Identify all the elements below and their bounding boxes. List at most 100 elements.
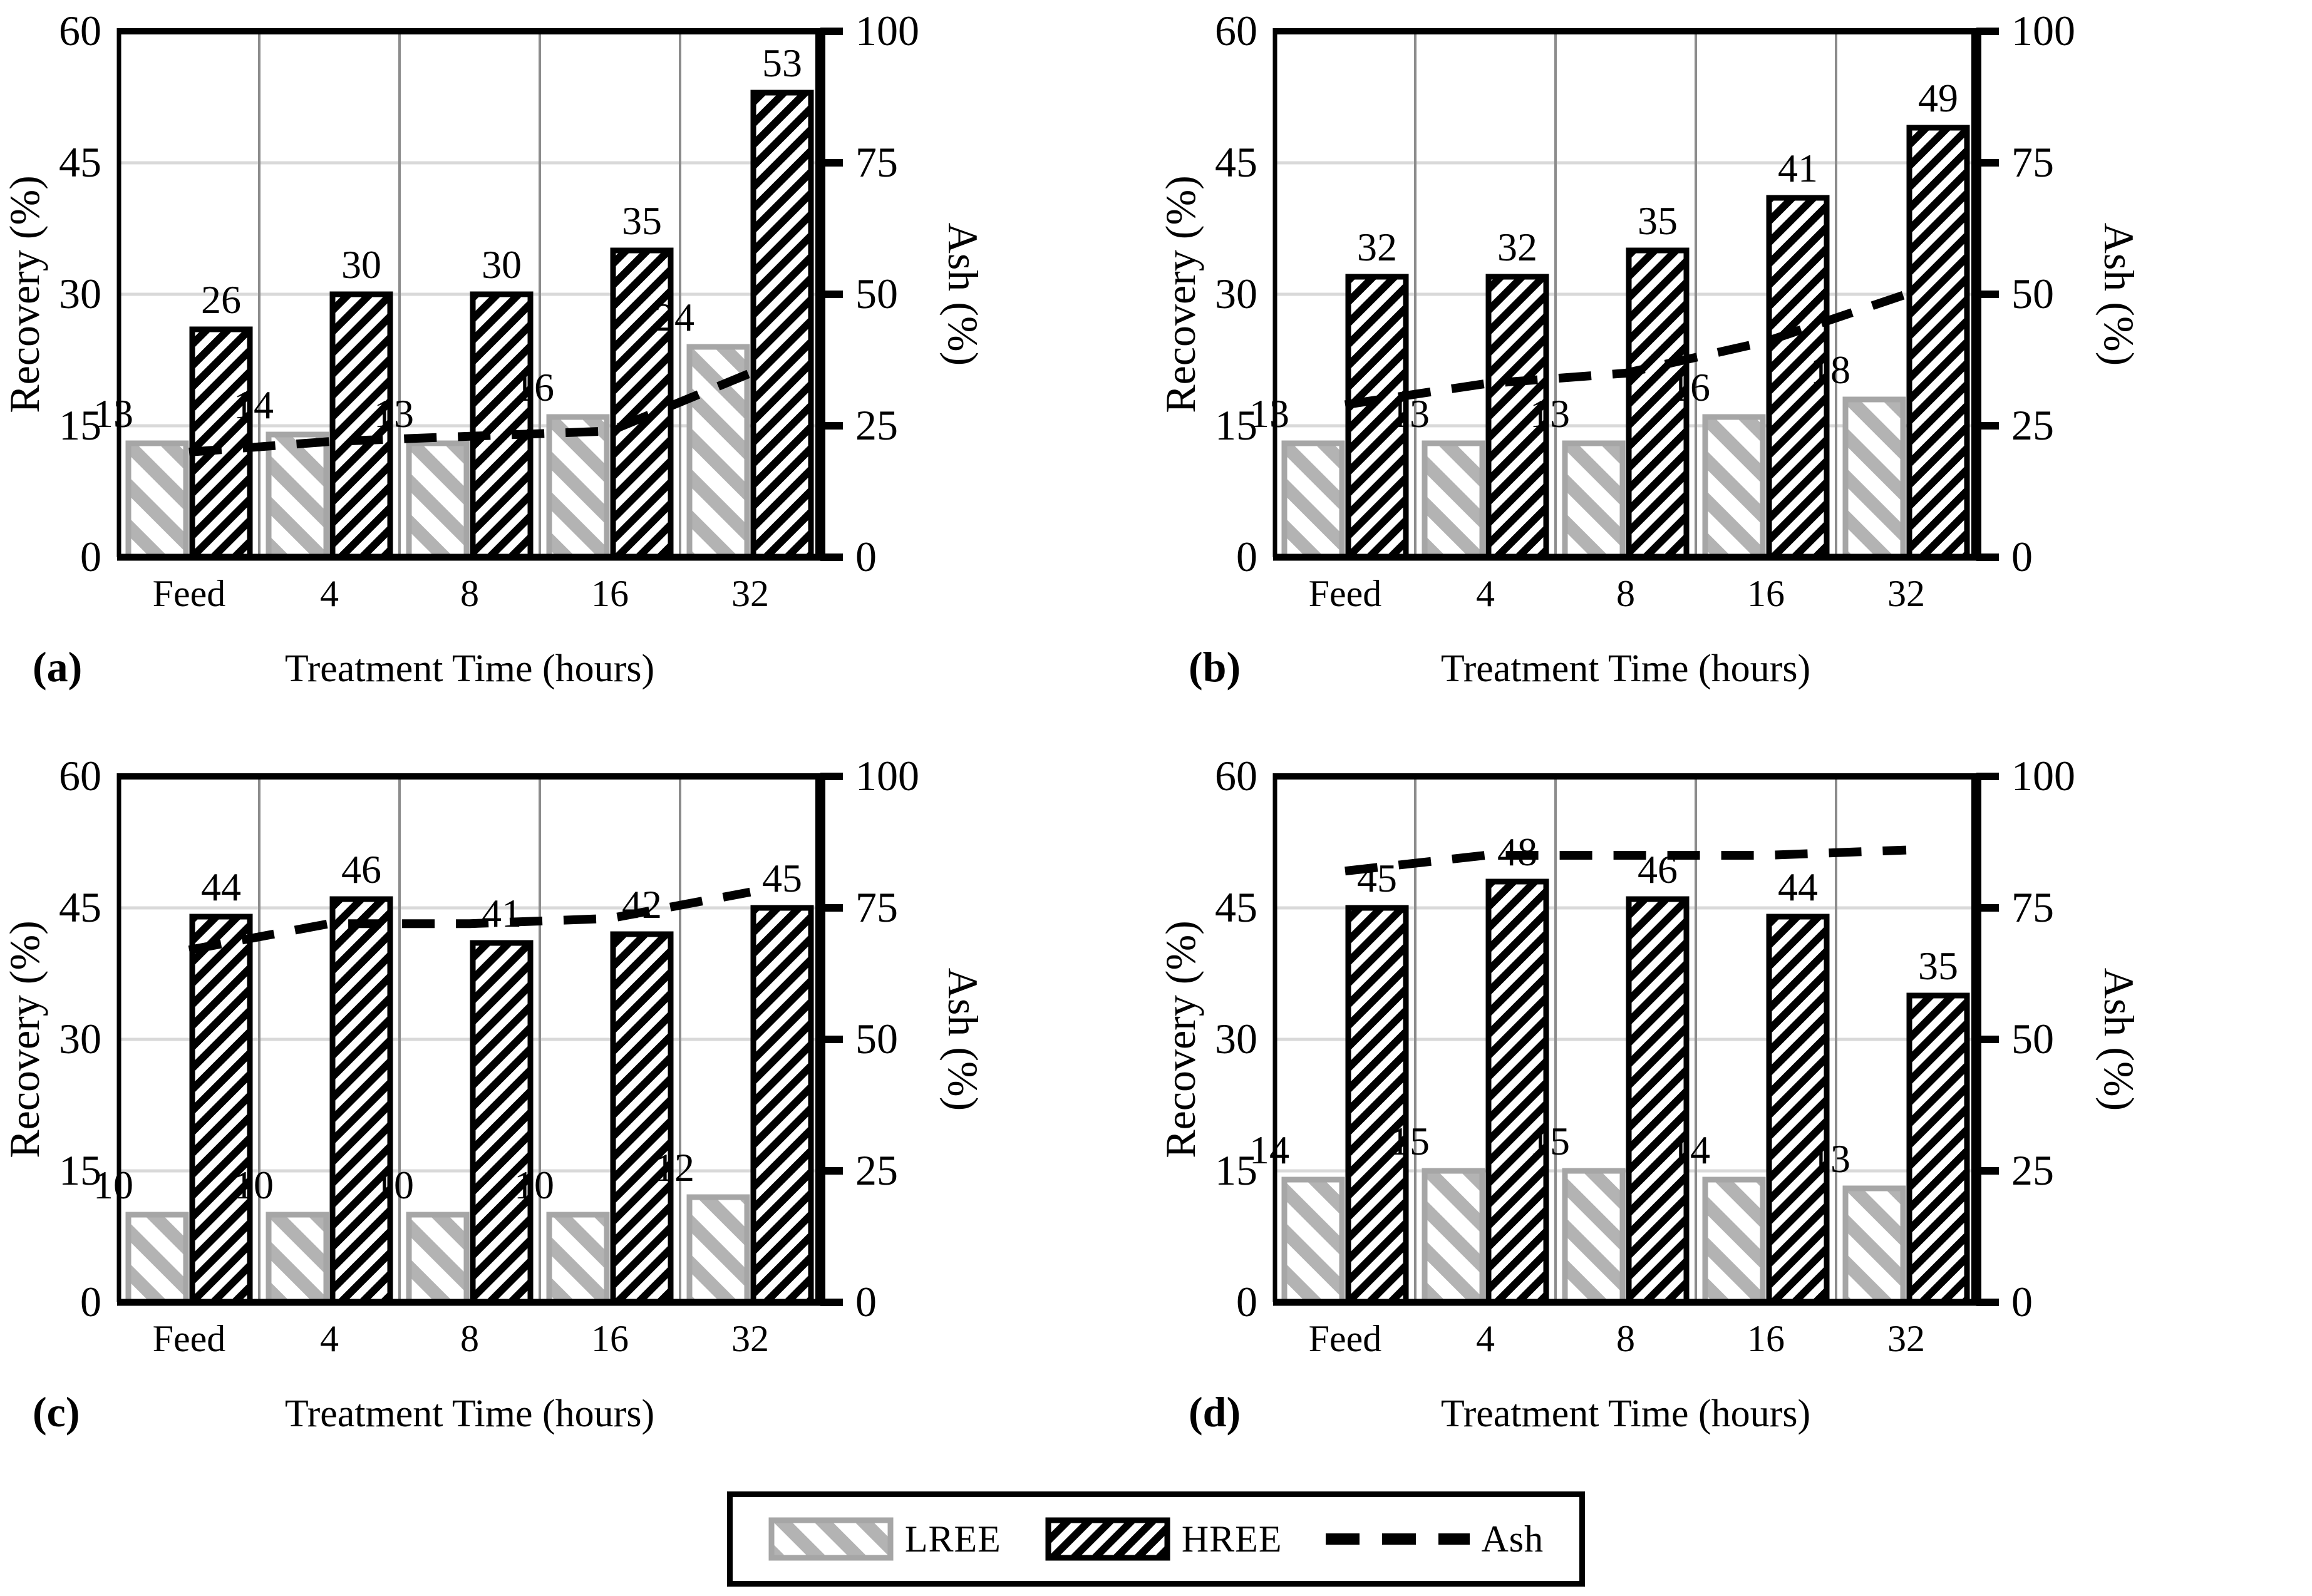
bar-label-hree-16: 44 xyxy=(1778,865,1818,909)
right-tick-label: 75 xyxy=(855,138,898,186)
chart-panel-b: 13 32 13 32 13 35 16 41 18 49 0 15 30 45 60 0 25 50 75 100 F… xyxy=(1156,0,2312,745)
x-category-label-8: 8 xyxy=(1616,573,1635,614)
bar-hree-32 xyxy=(750,90,814,560)
bar-label-hree-Feed: 44 xyxy=(201,865,241,909)
bar-hree-4 xyxy=(1485,878,1549,1305)
bar-label-lree-4: 14 xyxy=(234,383,274,427)
bar-label-lree-32: 13 xyxy=(1810,1136,1850,1181)
ash-line xyxy=(1344,845,1907,876)
y-axis-left-title: Recovery (%) xyxy=(1157,920,1204,1158)
x-category-label-16: 16 xyxy=(591,573,629,614)
x-axis-title: Treatment Time (hours) xyxy=(285,1393,654,1435)
left-tick-label: 60 xyxy=(1215,752,1257,800)
bar-lree-16 xyxy=(546,1212,610,1305)
right-tick-label: 100 xyxy=(2011,7,2075,54)
chart-panel-d: 14 45 15 48 15 46 14 44 13 35 0 15 30 45 60 0 25 50 75 100 F… xyxy=(1156,745,2312,1490)
x-category-label-32: 32 xyxy=(1887,1318,1925,1359)
bar-hree-8 xyxy=(470,291,534,560)
x-category-label-8: 8 xyxy=(1616,1318,1635,1359)
left-tick-label: 45 xyxy=(59,138,101,186)
bar-label-hree-4: 32 xyxy=(1497,225,1537,269)
bar-lree-Feed xyxy=(125,1212,189,1305)
right-tick-label: 0 xyxy=(855,1278,877,1326)
bar-label-lree-32: 24 xyxy=(654,295,694,339)
x-category-label-32: 32 xyxy=(731,573,769,614)
right-tick-label: 75 xyxy=(2011,138,2054,186)
x-category-label-32: 32 xyxy=(731,1318,769,1359)
bar-lree-32 xyxy=(686,1194,750,1305)
bar-lree-4 xyxy=(1422,1168,1485,1305)
bar-hree-8 xyxy=(470,940,534,1305)
bar-lree-4 xyxy=(1422,440,1485,560)
bar-hree-Feed xyxy=(1345,905,1409,1305)
y-axis-right-title: Ash (%) xyxy=(2095,223,2143,366)
bar-lree-Feed xyxy=(125,440,189,560)
right-tick-label: 50 xyxy=(2011,1015,2054,1063)
bar-label-lree-Feed: 10 xyxy=(93,1163,133,1207)
legend-item-ash: Ash xyxy=(1326,1518,1544,1561)
bar-label-hree-Feed: 45 xyxy=(1357,856,1397,900)
bar-hree-4 xyxy=(329,291,393,560)
x-category-label-16: 16 xyxy=(1747,573,1785,614)
hree-hatch-swatch xyxy=(1045,1517,1170,1561)
bar-hree-Feed xyxy=(189,326,253,560)
x-category-label-16: 16 xyxy=(1747,1318,1785,1359)
legend-label-hree: HREE xyxy=(1181,1518,1282,1560)
bar-label-hree-8: 30 xyxy=(482,242,522,287)
right-tick-label: 0 xyxy=(855,533,877,580)
x-axis-title: Treatment Time (hours) xyxy=(1441,647,1810,690)
bar-label-lree-4: 15 xyxy=(1390,1119,1430,1163)
bar-hree-16 xyxy=(610,931,674,1305)
legend-item-hree: HREE xyxy=(1045,1517,1282,1561)
x-category-label-4: 4 xyxy=(320,1318,339,1359)
bar-label-hree-16: 42 xyxy=(622,882,662,927)
bar-hree-16 xyxy=(1766,914,1830,1305)
bar-hree-4 xyxy=(329,896,393,1305)
left-tick-label: 30 xyxy=(1215,1015,1257,1063)
bar-lree-Feed xyxy=(1281,1176,1345,1305)
bar-label-lree-16: 14 xyxy=(1670,1128,1710,1172)
x-category-label-Feed: Feed xyxy=(153,1318,226,1359)
bar-label-hree-16: 35 xyxy=(622,198,662,243)
bar-label-hree-8: 41 xyxy=(482,891,522,935)
bar-label-lree-16: 16 xyxy=(1670,365,1710,409)
panel-tag: (c) xyxy=(33,1388,80,1436)
chart-panel-c: 10 44 10 46 10 41 10 42 12 45 0 15 30 45 60 0 25 50 75 100 F… xyxy=(0,745,1156,1490)
left-tick-label: 0 xyxy=(80,533,101,580)
panel-tag: (b) xyxy=(1189,643,1241,691)
right-tick-label: 25 xyxy=(855,401,898,449)
bar-label-hree-32: 45 xyxy=(762,856,802,900)
left-tick-label: 30 xyxy=(59,1015,101,1063)
bar-label-hree-4: 46 xyxy=(341,847,381,892)
x-category-label-4: 4 xyxy=(1476,1318,1495,1359)
legend-label-lree: LREE xyxy=(904,1518,1001,1560)
bar-hree-32 xyxy=(1906,992,1970,1305)
bar-label-lree-4: 10 xyxy=(234,1163,274,1207)
lree-hatch-swatch xyxy=(768,1517,894,1561)
right-tick-label: 50 xyxy=(2011,270,2054,317)
left-tick-label: 0 xyxy=(1236,1278,1257,1326)
bar-lree-4 xyxy=(266,431,329,560)
ash-line xyxy=(188,369,752,456)
bar-lree-16 xyxy=(1702,414,1766,560)
bar-lree-32 xyxy=(1842,1185,1906,1305)
bar-label-hree-32: 35 xyxy=(1918,944,1958,988)
right-tick-label: 75 xyxy=(855,883,898,931)
bar-label-lree-Feed: 14 xyxy=(1249,1128,1289,1172)
right-tick-label: 0 xyxy=(2011,533,2033,580)
y-axis-right-title: Ash (%) xyxy=(939,223,987,366)
right-tick-label: 75 xyxy=(2011,883,2054,931)
legend-item-lree: LREE xyxy=(768,1517,1001,1561)
bar-hree-32 xyxy=(750,905,814,1305)
bar-hree-32 xyxy=(1906,125,1970,560)
left-tick-label: 15 xyxy=(59,1146,101,1194)
bar-hree-4 xyxy=(1485,274,1549,560)
bar-label-hree-32: 49 xyxy=(1918,76,1958,120)
bar-label-hree-32: 53 xyxy=(762,41,802,85)
left-tick-label: 45 xyxy=(59,883,101,931)
legend-label-ash: Ash xyxy=(1481,1518,1544,1560)
ash-line-glyph xyxy=(1326,1533,1470,1545)
chart-panel-a: 13 26 14 30 13 30 16 35 24 53 0 15 30 45 60 0 25 50 75 100 F… xyxy=(0,0,1156,745)
y-axis-right-title: Ash (%) xyxy=(2095,968,2143,1111)
